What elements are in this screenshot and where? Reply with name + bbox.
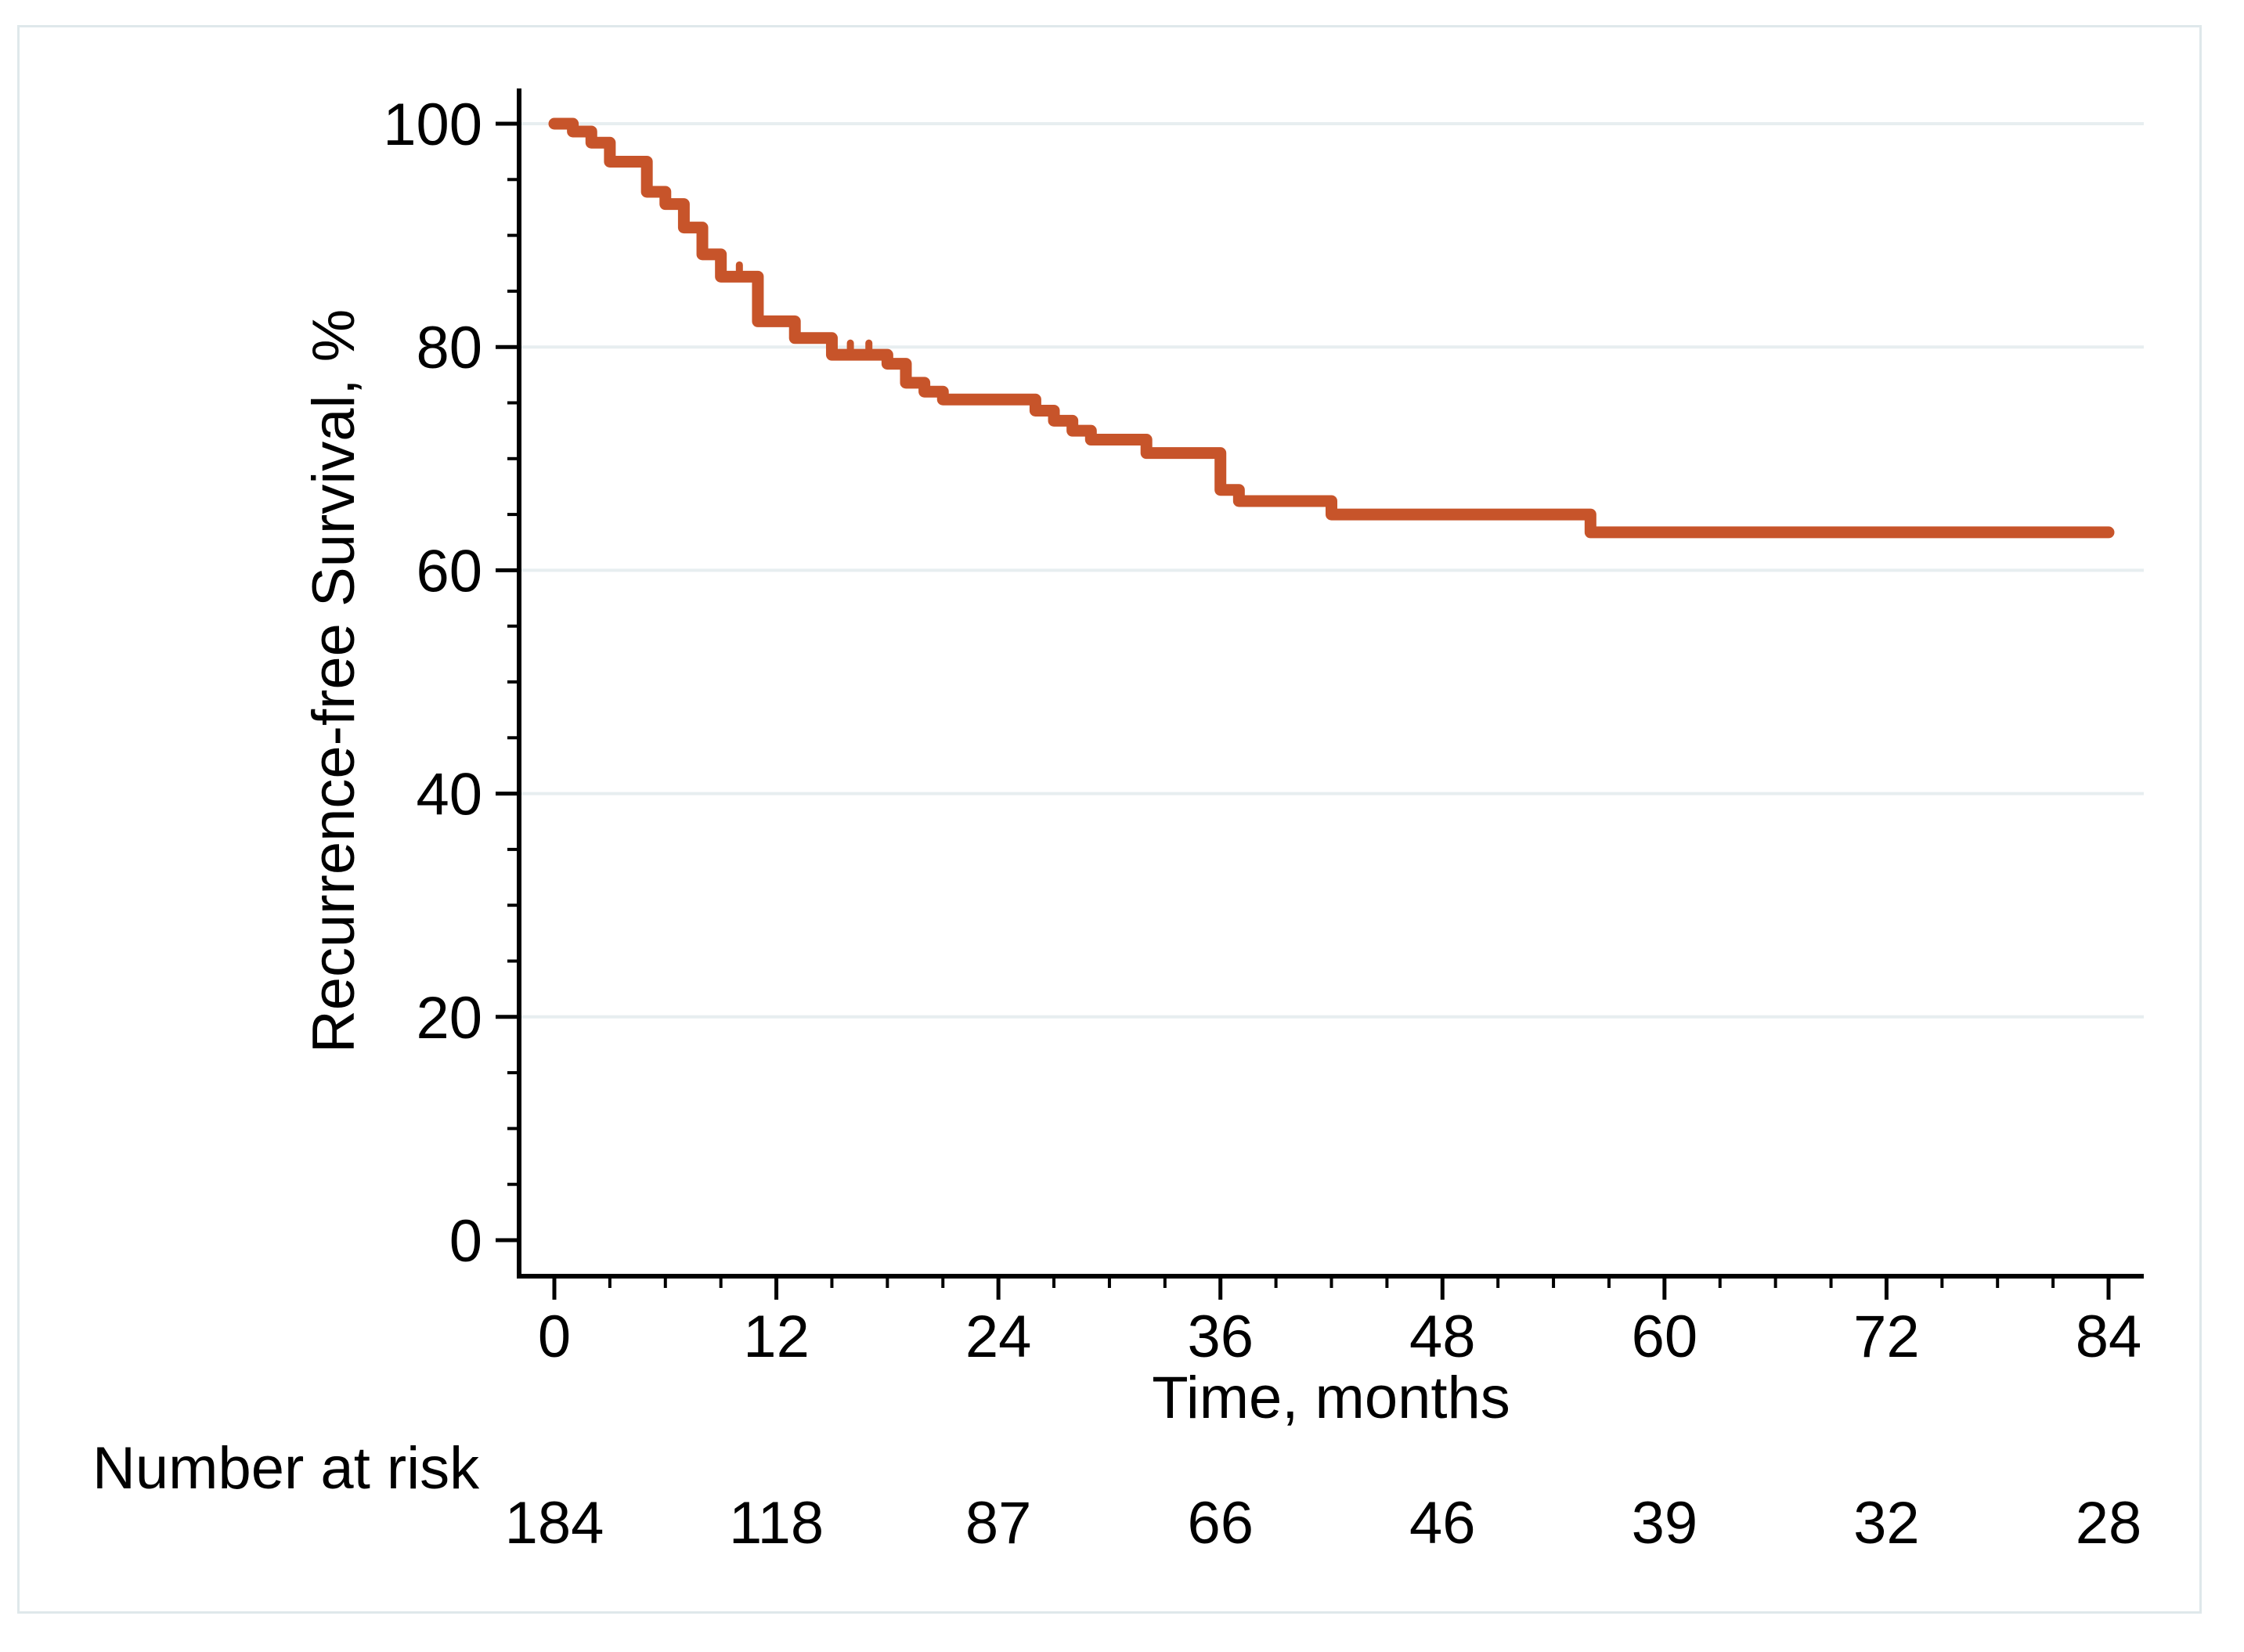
y-tick-label: 100	[383, 92, 482, 158]
x-axis-title: Time, months	[1152, 1365, 1510, 1431]
y-tick-label: 20	[416, 985, 482, 1051]
risk-count: 66	[1187, 1490, 1254, 1556]
risk-count: 118	[729, 1490, 824, 1556]
x-tick-label: 36	[1187, 1304, 1254, 1370]
risk-count: 39	[1632, 1490, 1698, 1556]
x-tick-label: 12	[743, 1304, 810, 1370]
y-tick-label: 40	[416, 762, 482, 828]
figure-frame	[17, 25, 2202, 1614]
risk-count: 184	[505, 1490, 604, 1556]
y-tick-label: 60	[416, 538, 482, 604]
risk-count: 46	[1409, 1490, 1476, 1556]
x-tick-label: 72	[1853, 1304, 1920, 1370]
km-curve	[548, 117, 2115, 539]
risk-count: 28	[2076, 1490, 2142, 1556]
x-tick-label: 84	[2076, 1304, 2142, 1370]
y-axis-title: Recurrence-free Survival, %	[301, 308, 367, 1054]
x-tick-label: 24	[965, 1304, 1032, 1370]
risk-table-label: Number at risk	[92, 1435, 480, 1502]
risk-count: 87	[965, 1490, 1032, 1556]
y-tick-label: 80	[416, 315, 482, 381]
x-tick-label: 60	[1632, 1304, 1698, 1370]
y-tick-label: 0	[449, 1208, 482, 1275]
risk-count: 32	[1853, 1490, 1920, 1556]
x-tick-label: 48	[1409, 1304, 1476, 1370]
x-tick-label: 0	[538, 1304, 571, 1370]
